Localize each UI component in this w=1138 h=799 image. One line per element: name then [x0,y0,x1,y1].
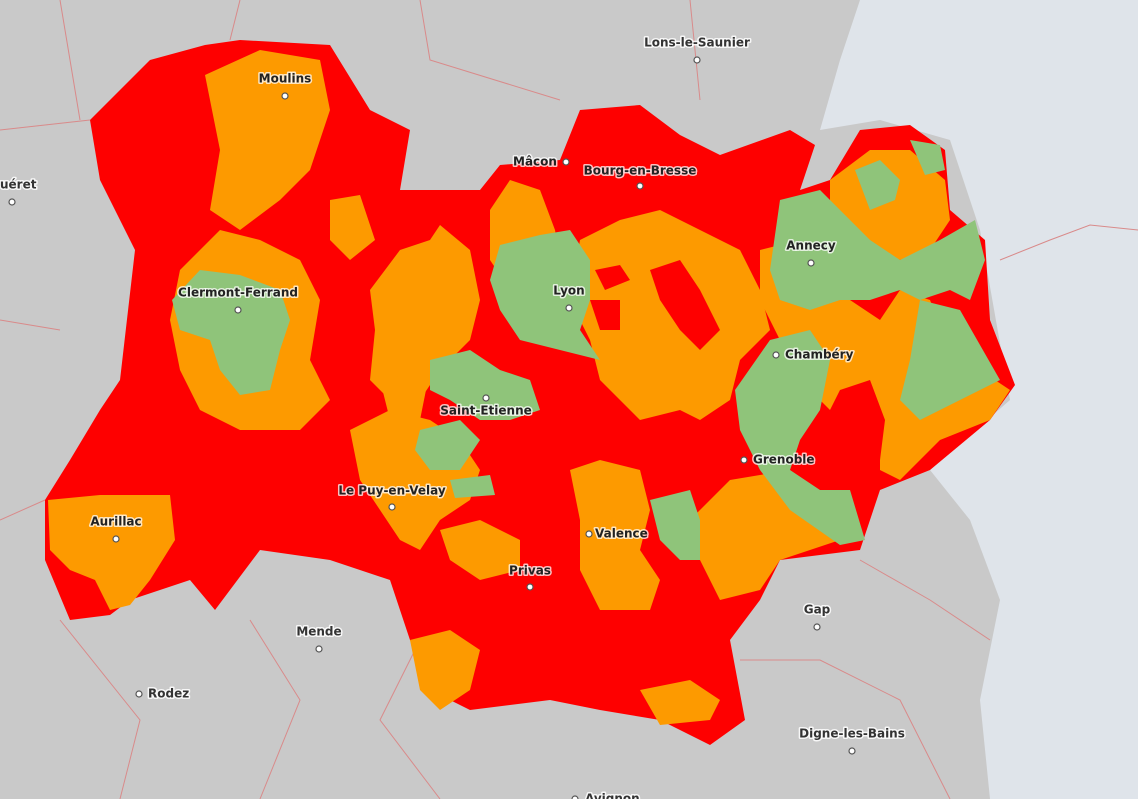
city-marker [388,503,396,511]
city-marker [135,690,143,698]
city-label: Mende [296,625,341,639]
red-spots [590,260,885,480]
city-marker [482,394,490,402]
city-labels: Lons-le-Saunier Moulins Mâcon Bourg-en-Bres… [0,34,906,799]
city-marker [740,456,748,464]
foreign-area [820,0,1138,799]
green-zones [172,140,1000,560]
city-marker [234,306,242,314]
city-label: Lons-le-Saunier [644,36,750,50]
city-label: Avignon [585,792,640,799]
city-marker [585,530,593,538]
city-marker [281,92,289,100]
city-marker [772,351,780,359]
city-label: Bourg-en-Bresse [584,164,697,178]
city-label: Aurillac [90,515,141,529]
city-marker [526,583,534,591]
city-marker [807,259,815,267]
city-label: Mâcon [513,155,557,169]
city-marker [813,623,821,631]
city-label: Saint-Etienne [440,404,532,418]
city-label: Chambéry [785,348,854,362]
city-label: Moulins [259,72,312,86]
city-label: Grenoble [753,453,815,467]
city-marker [565,304,573,312]
city-label: Gap [804,603,831,617]
city-marker [315,645,323,653]
city-label: Lyon [553,284,584,298]
city-marker [112,535,120,543]
city-label: Rodez [148,687,189,701]
orange-zones [48,50,1010,725]
city-label: uéret [0,178,37,192]
border [999,224,1138,261]
city-marker [8,198,16,206]
city-marker [571,795,579,799]
city-marker [636,182,644,190]
city-label: Clermont-Ferrand [178,286,298,300]
city-label: Annecy [786,239,836,253]
city-marker [848,747,856,755]
department-borders [0,0,991,799]
city-label: Valence [595,527,648,541]
city-label: Le Puy-en-Velay [338,484,446,498]
city-marker [693,56,701,64]
city-marker [562,158,570,166]
city-label: Digne-les-Bains [799,727,905,741]
city-label: Privas [509,564,551,578]
